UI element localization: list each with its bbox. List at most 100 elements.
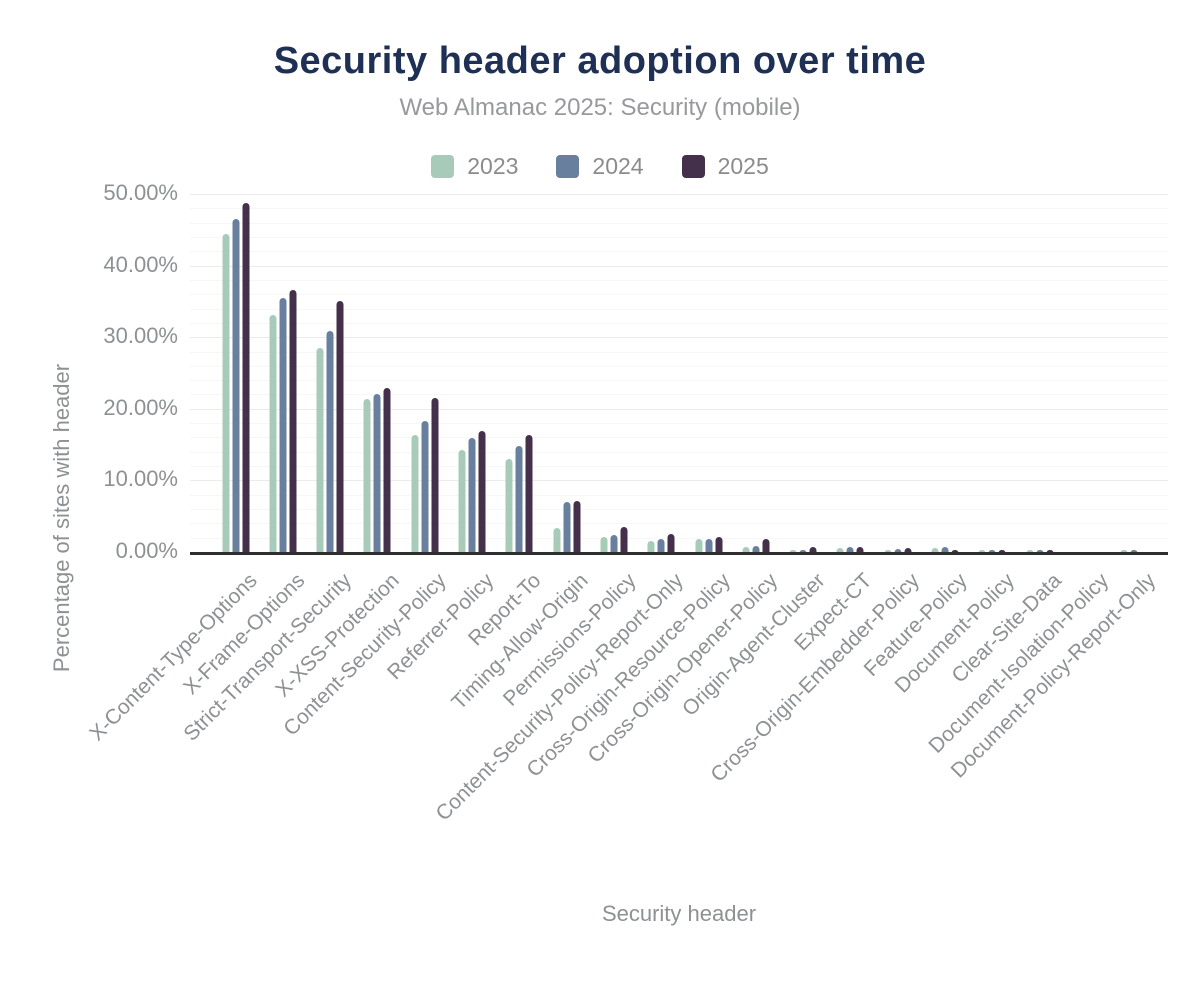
- legend-item-2024[interactable]: 2024: [556, 153, 644, 180]
- bar-Clear-Site-Data-2025[interactable]: [1046, 549, 1054, 553]
- bar-X-Frame-Options-2025[interactable]: [289, 290, 297, 553]
- bar-X-Content-Type-Options-2024[interactable]: [232, 219, 239, 553]
- bar-Cross-Origin-Opener-Policy-2025[interactable]: [762, 538, 770, 553]
- bar-Cross-Origin-Embedder-Policy-2025[interactable]: [904, 547, 912, 553]
- bar-Origin-Agent-Cluster-2024[interactable]: [799, 549, 807, 553]
- bar-Document-Policy-Report-Only-2024[interactable]: [1130, 549, 1138, 553]
- x-axis-title: Security header: [601, 901, 757, 926]
- bar-Content-Security-Policy-2023[interactable]: [411, 434, 419, 553]
- minor-gridline: [190, 437, 1168, 439]
- bar-Cross-Origin-Embedder-Policy-2024[interactable]: [894, 549, 902, 553]
- bar-Document-Policy-Report-Only-2023[interactable]: [1120, 549, 1128, 553]
- bar-group-Content-Security-Policy-Report-Only: [647, 533, 675, 553]
- minor-gridline: [190, 365, 1168, 367]
- y-tick-label: 10.00%: [103, 466, 178, 492]
- bar-group-Cross-Origin-Resource-Policy: [695, 536, 722, 553]
- bar-Origin-Agent-Cluster-2023[interactable]: [789, 549, 797, 553]
- bar-Document-Policy-2024[interactable]: [988, 549, 996, 553]
- bar-Content-Security-Policy-2025[interactable]: [431, 397, 439, 553]
- minor-gridline: [190, 394, 1168, 396]
- minor-gridline: [190, 222, 1168, 224]
- legend-item-2025[interactable]: 2025: [681, 153, 769, 180]
- bar-group-Origin-Agent-Cluster: [789, 547, 817, 553]
- bar-Expect-CT-2025[interactable]: [856, 547, 864, 553]
- bar-Referrer-Policy-2025[interactable]: [478, 430, 486, 553]
- bar-Strict-Transport-Security-2025[interactable]: [336, 300, 344, 553]
- bar-Timing-Allow-Origin-2025[interactable]: [573, 500, 581, 553]
- bar-Content-Security-Policy-2024[interactable]: [421, 420, 429, 553]
- bar-group-Referrer-Policy: [458, 430, 486, 553]
- chart-title: Security header adoption over time: [273, 40, 927, 82]
- bar-Cross-Origin-Resource-Policy-2024[interactable]: [705, 538, 712, 553]
- bar-group-X-XSS-Protection: [363, 388, 391, 553]
- bar-X-XSS-Protection-2023[interactable]: [363, 399, 371, 553]
- bar-group-X-Frame-Options: [269, 290, 297, 553]
- bar-Cross-Origin-Embedder-Policy-2023[interactable]: [884, 549, 892, 553]
- bar-Referrer-Policy-2023[interactable]: [458, 449, 466, 553]
- bar-Feature-Policy-2024[interactable]: [941, 547, 949, 553]
- bar-Permissions-Policy-2025[interactable]: [620, 526, 628, 553]
- y-tick-label: 50.00%: [103, 180, 178, 205]
- bar-Cross-Origin-Resource-Policy-2023[interactable]: [695, 539, 702, 553]
- bar-X-Content-Type-Options-2023[interactable]: [222, 233, 229, 553]
- bar-Cross-Origin-Opener-Policy-2024[interactable]: [752, 545, 760, 553]
- bar-group-Permissions-Policy: [600, 526, 628, 553]
- bar-Permissions-Policy-2024[interactable]: [610, 535, 618, 553]
- bar-Report-To-2024[interactable]: [515, 446, 523, 553]
- bar-Clear-Site-Data-2024[interactable]: [1036, 549, 1044, 553]
- plot-area: 0.00% 10.00% 20.00% 30.00% 40.00% 50.00%: [103, 180, 1168, 563]
- bar-group-Cross-Origin-Opener-Policy: [742, 538, 770, 553]
- bar-X-Content-Type-Options-2025[interactable]: [242, 202, 249, 553]
- minor-gridline: [190, 466, 1168, 468]
- major-gridline: [190, 337, 1168, 339]
- y-tick-label: 40.00%: [103, 251, 178, 277]
- bar-Content-Security-Policy-Report-Only-2023[interactable]: [647, 540, 655, 553]
- legend-swatch-icon: [431, 155, 455, 178]
- bar-Feature-Policy-2025[interactable]: [951, 549, 959, 553]
- bar-group-X-Content-Type-Options: [222, 202, 249, 553]
- x-axis-line: [190, 552, 1168, 555]
- bar-Cross-Origin-Resource-Policy-2025[interactable]: [715, 536, 722, 553]
- bar-Referrer-Policy-2024[interactable]: [468, 438, 476, 553]
- bar-Content-Security-Policy-Report-Only-2025[interactable]: [667, 533, 675, 553]
- bar-Permissions-Policy-2023[interactable]: [600, 536, 608, 553]
- minor-gridline: [190, 294, 1168, 296]
- major-gridline: [190, 408, 1168, 410]
- bar-Content-Security-Policy-Report-Only-2024[interactable]: [657, 539, 665, 553]
- legend-swatch-icon: [556, 155, 580, 178]
- bar-group-Expect-CT: [836, 547, 864, 553]
- bar-Origin-Agent-Cluster-2025[interactable]: [809, 547, 817, 553]
- bar-X-XSS-Protection-2025[interactable]: [383, 388, 391, 553]
- chart-subtitle: Web Almanac 2025: Security (mobile): [399, 94, 801, 121]
- x-axis-labels: X-Content-Type-Options X-Frame-Options Str…: [85, 553, 1168, 863]
- bar-Strict-Transport-Security-2023[interactable]: [316, 348, 324, 553]
- bar-X-XSS-Protection-2024[interactable]: [373, 394, 381, 553]
- minor-gridline: [190, 236, 1168, 238]
- bar-group-Cross-Origin-Embedder-Policy: [884, 547, 912, 553]
- bar-group-Strict-Transport-Security: [316, 300, 344, 553]
- minor-gridline: [190, 351, 1168, 353]
- minor-gridline: [190, 494, 1168, 496]
- bar-X-Frame-Options-2023[interactable]: [269, 314, 277, 553]
- bar-Report-To-2025[interactable]: [525, 434, 533, 553]
- legend-label: 2025: [717, 153, 769, 179]
- bar-Strict-Transport-Security-2024[interactable]: [326, 331, 334, 553]
- bar-Expect-CT-2024[interactable]: [846, 547, 854, 553]
- bar-Clear-Site-Data-2023[interactable]: [1026, 549, 1034, 553]
- y-tick-label: 0.00%: [115, 538, 178, 563]
- bar-group-Document-Policy: [978, 549, 1006, 553]
- bar-Feature-Policy-2023[interactable]: [931, 548, 939, 553]
- legend-item-2023[interactable]: 2023: [431, 153, 518, 180]
- bar-Cross-Origin-Opener-Policy-2023[interactable]: [742, 546, 750, 553]
- bar-Timing-Allow-Origin-2024[interactable]: [563, 502, 571, 553]
- minor-gridline: [190, 208, 1168, 210]
- minor-gridline: [190, 380, 1168, 382]
- bar-Document-Policy-2025[interactable]: [998, 549, 1006, 553]
- bar-X-Frame-Options-2024[interactable]: [279, 298, 287, 553]
- bar-Expect-CT-2023[interactable]: [836, 548, 844, 553]
- bar-Timing-Allow-Origin-2023[interactable]: [553, 527, 561, 553]
- y-tick-label: 20.00%: [103, 394, 178, 420]
- bar-Report-To-2023[interactable]: [505, 458, 513, 553]
- bar-Document-Policy-2023[interactable]: [978, 549, 986, 553]
